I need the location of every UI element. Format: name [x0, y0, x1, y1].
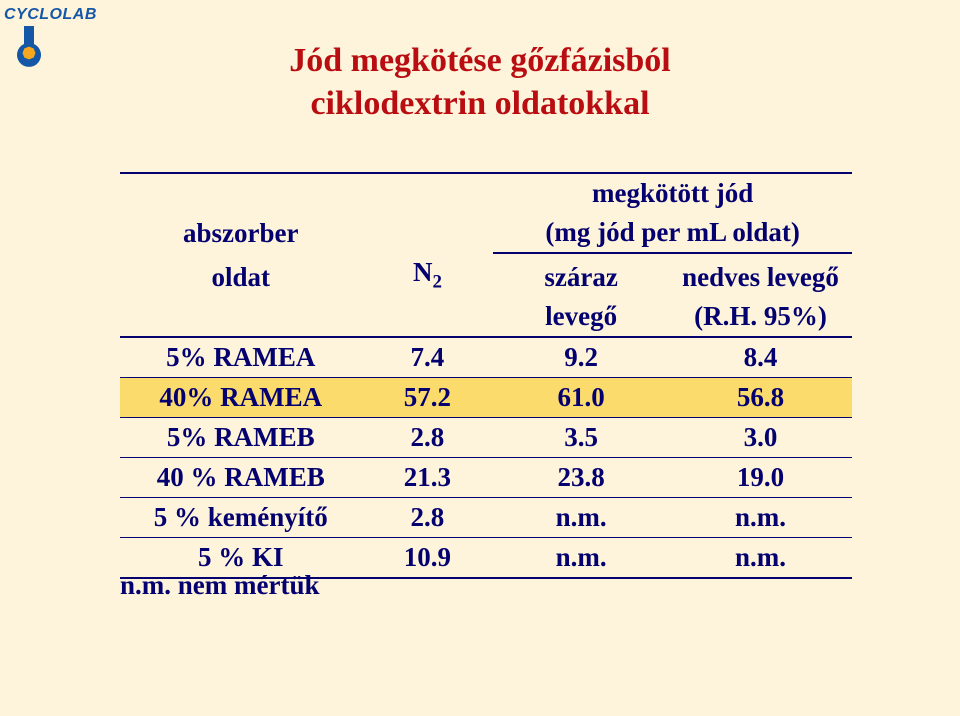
header-n2: N2 [362, 253, 494, 297]
row-wet: 19.0 [669, 458, 852, 498]
row-n2: 21.3 [362, 458, 494, 498]
row-label: 5% RAMEA [120, 337, 362, 378]
row-label: 40% RAMEA [120, 378, 362, 418]
table-header-row: levegő (R.H. 95%) [120, 297, 852, 337]
row-n2: 10.9 [362, 538, 494, 579]
row-wet: n.m. [669, 538, 852, 579]
data-table: megkötött jód abszorber (mg jód per mL o… [120, 172, 852, 579]
table-row: 5% RAMEB2.83.53.0 [120, 418, 852, 458]
table-header-row: megkötött jód [120, 173, 852, 213]
footnote: n.m. nem mértük [120, 570, 319, 601]
row-n2: 2.8 [362, 418, 494, 458]
header-n2-symbol: N [413, 257, 433, 287]
row-dry: 23.8 [493, 458, 669, 498]
row-n2: 57.2 [362, 378, 494, 418]
header-wet-line2: (R.H. 95%) [669, 297, 852, 337]
row-dry: 9.2 [493, 337, 669, 378]
header-wet-line1: nedves levegő [669, 253, 852, 297]
header-bound-line2: (mg jód per mL oldat) [493, 213, 852, 253]
row-label: 40 % RAMEB [120, 458, 362, 498]
brand-name: CYCLOLAB [4, 6, 97, 24]
header-dry-line2: levegő [493, 297, 669, 337]
table-header-row: oldat N2 száraz nedves levegő [120, 253, 852, 297]
row-label: 5% RAMEB [120, 418, 362, 458]
row-n2: 7.4 [362, 337, 494, 378]
header-bound-line1: megkötött jód [493, 173, 852, 213]
row-dry: 3.5 [493, 418, 669, 458]
table-row: 5 % keményítő2.8n.m.n.m. [120, 498, 852, 538]
page: CYCLOLAB Jód megkötése gőzfázisból ciklo… [0, 0, 960, 716]
header-absorber-line2: oldat [120, 253, 362, 297]
table-row: 40 % RAMEB21.323.819.0 [120, 458, 852, 498]
row-dry: n.m. [493, 538, 669, 579]
header-dry-line1: száraz [493, 253, 669, 297]
row-wet: n.m. [669, 498, 852, 538]
header-n2-sub: 2 [432, 271, 441, 292]
title-line-1: Jód megkötése gőzfázisból [289, 42, 671, 79]
row-wet: 3.0 [669, 418, 852, 458]
table-body: 5% RAMEA7.49.28.440% RAMEA57.261.056.85%… [120, 337, 852, 578]
table-row: 40% RAMEA57.261.056.8 [120, 378, 852, 418]
header-absorber-line1: abszorber [120, 213, 362, 253]
row-wet: 56.8 [669, 378, 852, 418]
row-dry: n.m. [493, 498, 669, 538]
row-dry: 61.0 [493, 378, 669, 418]
page-title: Jód megkötése gőzfázisból ciklodextrin o… [0, 40, 960, 125]
row-wet: 8.4 [669, 337, 852, 378]
table-header-row: abszorber (mg jód per mL oldat) [120, 213, 852, 253]
table-row: 5% RAMEA7.49.28.4 [120, 337, 852, 378]
row-n2: 2.8 [362, 498, 494, 538]
title-line-2: ciklodextrin oldatokkal [310, 85, 649, 122]
data-table-container: megkötött jód abszorber (mg jód per mL o… [120, 172, 852, 579]
row-label: 5 % keményítő [120, 498, 362, 538]
